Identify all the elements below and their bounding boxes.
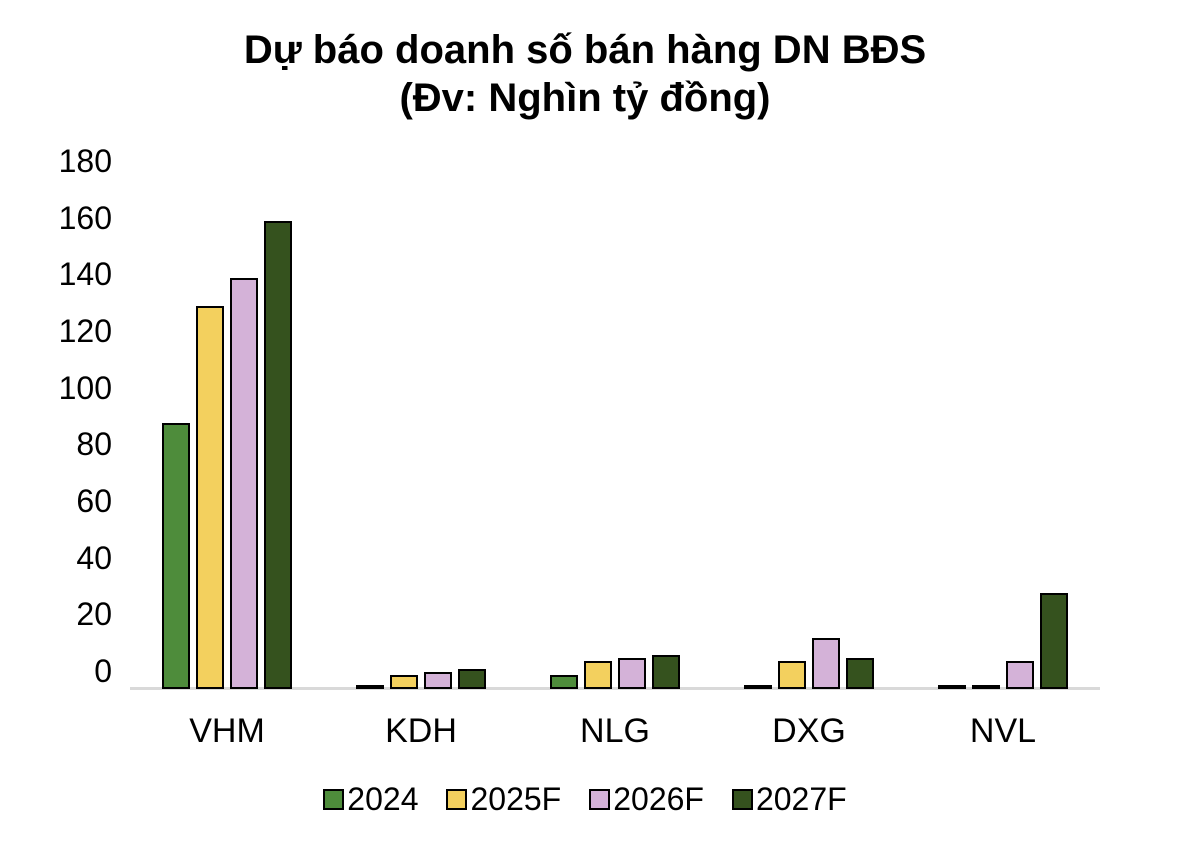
bar-KDH-2024 bbox=[356, 685, 384, 689]
chart-body: 180 160 140 120 100 80 60 40 20 0 VHM KDH NLG DXG NVL bbox=[12, 145, 1200, 750]
y-axis-tick-label-40: 40 bbox=[76, 539, 112, 576]
legend: 2024 2025F 2026F 2027F bbox=[0, 782, 1170, 816]
x-axis-label-DXG: DXG bbox=[772, 712, 846, 750]
bar-KDH-2025F bbox=[390, 675, 418, 689]
y-axis-tick-label-120: 120 bbox=[58, 313, 112, 349]
bar-DXG-2025F bbox=[778, 661, 806, 689]
bar-DXG-2026F bbox=[812, 638, 840, 689]
y-axis-tick-label-80: 80 bbox=[76, 426, 112, 463]
legend-label-2025F: 2025F bbox=[470, 781, 562, 817]
bar-group-NLG bbox=[550, 655, 680, 689]
x-axis-label-NVL: NVL bbox=[969, 712, 1037, 750]
bar-NVL-2027F bbox=[1040, 593, 1068, 689]
bar-NVL-2024 bbox=[938, 685, 966, 689]
legend-item-2024: 2024 bbox=[323, 782, 418, 816]
bar-NLG-2024 bbox=[550, 675, 578, 689]
chart-subtitle: (Đv: Nghìn tỷ đồng) bbox=[399, 76, 771, 120]
y-axis: 180 160 140 120 100 80 60 40 20 0 bbox=[12, 145, 112, 689]
bar-group-NVL bbox=[938, 593, 1068, 689]
legend-label-2024: 2024 bbox=[347, 781, 419, 817]
bar-VHM-2026F bbox=[230, 278, 258, 689]
y-axis-tick-label-20: 20 bbox=[76, 596, 112, 633]
legend-swatch-2026F bbox=[589, 788, 611, 810]
y-axis-tick-label-100: 100 bbox=[58, 369, 112, 406]
bar-DXG-2024 bbox=[744, 685, 772, 689]
legend-item-2027F: 2027F bbox=[731, 781, 847, 817]
bar-slot-NLG bbox=[518, 176, 712, 689]
legend-swatch-2027F bbox=[731, 788, 753, 810]
y-axis-tick-label-140: 140 bbox=[58, 256, 112, 293]
bar-DXG-2027F bbox=[846, 658, 874, 689]
bar-VHM-2025F bbox=[196, 306, 224, 689]
bar-slot-NVL bbox=[906, 176, 1100, 689]
y-axis-tick-label-160: 160 bbox=[58, 199, 112, 236]
legend-label-2026F: 2026F bbox=[613, 781, 704, 817]
bar-slot-DXG bbox=[712, 176, 906, 689]
legend-swatch-2025F bbox=[446, 788, 468, 810]
bar-VHM-2027F bbox=[264, 221, 292, 689]
x-axis-label-KDH: KDH bbox=[385, 712, 457, 750]
bar-KDH-2027F bbox=[458, 669, 486, 689]
bar-NLG-2027F bbox=[652, 655, 680, 689]
bar-slot-VHM bbox=[130, 176, 324, 689]
bar-VHM-2024 bbox=[162, 423, 190, 689]
chart-title: Dự báo doanh số bán hàng DN BĐS bbox=[243, 28, 927, 72]
legend-label-2027F: 2027F bbox=[755, 781, 847, 817]
legend-item-2025F: 2025F bbox=[446, 782, 561, 816]
bar-group-VHM bbox=[162, 221, 292, 689]
bar-NVL-2025F bbox=[972, 685, 1000, 689]
bar-group-KDH bbox=[356, 669, 486, 689]
x-axis-label-VHM: VHM bbox=[189, 712, 265, 750]
y-axis-tick-label-60: 60 bbox=[76, 483, 112, 519]
plot-area bbox=[130, 176, 1100, 690]
bar-slot-KDH bbox=[324, 176, 518, 689]
legend-swatch-2024 bbox=[323, 788, 345, 810]
chart-title-block: Dự báo doanh số bán hàng DN BĐS (Đv: Ngh… bbox=[0, 0, 1170, 122]
x-axis: VHM KDH NLG DXG NVL bbox=[130, 712, 1100, 750]
bar-NLG-2025F bbox=[584, 661, 612, 689]
x-axis-label-NLG: NLG bbox=[580, 712, 650, 750]
plot-column: VHM KDH NLG DXG NVL bbox=[130, 176, 1100, 750]
bar-NLG-2026F bbox=[618, 658, 646, 689]
y-axis-tick-label-0: 0 bbox=[94, 653, 112, 689]
bar-KDH-2026F bbox=[424, 672, 452, 689]
bar-NVL-2026F bbox=[1006, 661, 1034, 689]
y-axis-tick-label-180: 180 bbox=[58, 143, 112, 179]
legend-item-2026F: 2026F bbox=[589, 782, 704, 816]
bar-group-DXG bbox=[744, 638, 874, 689]
